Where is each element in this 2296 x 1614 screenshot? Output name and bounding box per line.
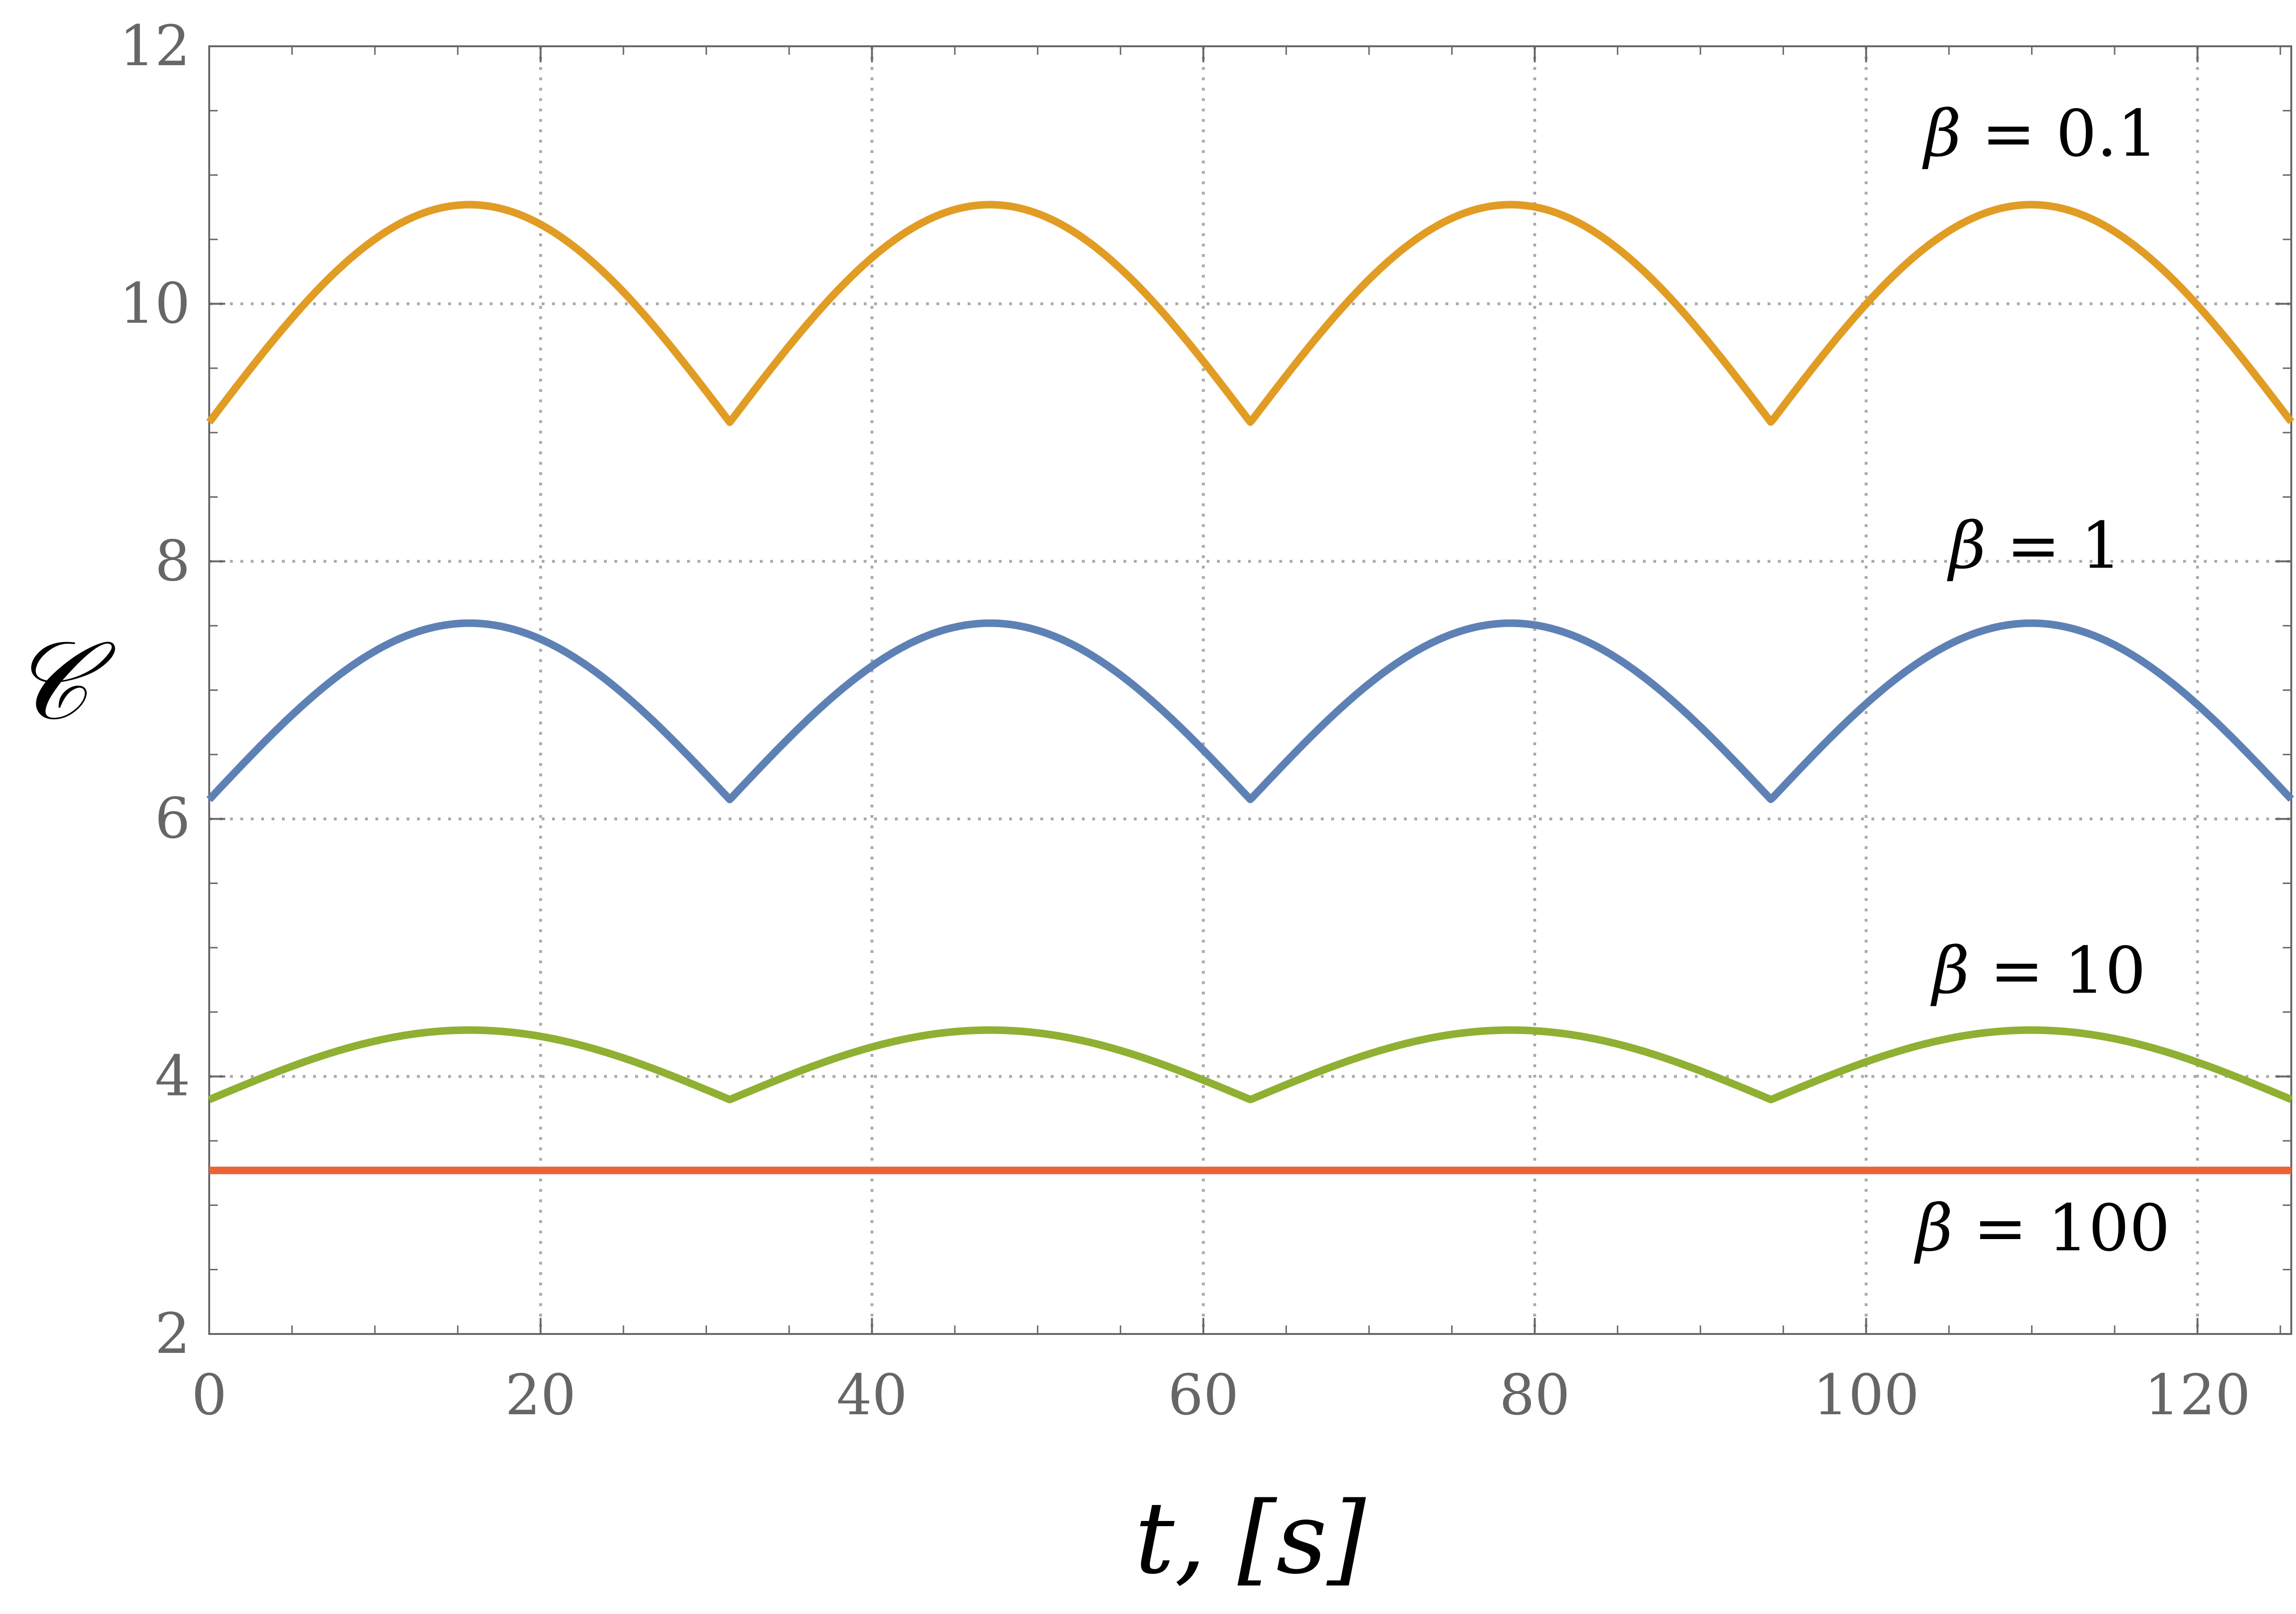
y-tick-label: 2 [155,1301,190,1366]
x-tick-label: 80 [1499,1362,1570,1427]
y-tick-label: 6 [155,786,190,851]
tick-labels: 0 20 40 60 80 100 120 2 4 6 8 10 12 [119,13,2251,1427]
series-label-1: β = 0.1 [1922,97,2158,171]
series-label-2: β = 1 [1947,509,2122,583]
y-tick-label: 4 [155,1044,190,1109]
series-labels: β = 0.1 β = 1 β = 10 β = 100 [1913,97,2170,1266]
plot-frame [208,45,2292,1335]
y-tick-label: 12 [119,13,190,78]
series-lines [206,201,2295,1174]
grid-lines [209,46,2291,1334]
series-line-2 [206,619,2294,804]
series-line-3 [207,1026,2293,1104]
series-line-1 [206,201,2295,426]
x-tick-label: 120 [2144,1362,2251,1427]
x-tick-label: 60 [1168,1362,1239,1427]
x-tick-label: 100 [1813,1362,1919,1427]
series-label-3: β = 10 [1930,934,2146,1008]
y-tick-label: 8 [155,528,190,594]
x-tick-label: 40 [836,1362,907,1427]
tick-marks [208,45,2291,1335]
series-label-4: β = 100 [1913,1191,2170,1266]
y-tick-label: 10 [119,271,190,336]
x-tick-label: 0 [191,1362,227,1427]
x-axis-label: t, [s] [1135,1480,1367,1596]
x-tick-label: 20 [505,1362,576,1427]
y-axis-label: 𝒞 [10,619,116,745]
